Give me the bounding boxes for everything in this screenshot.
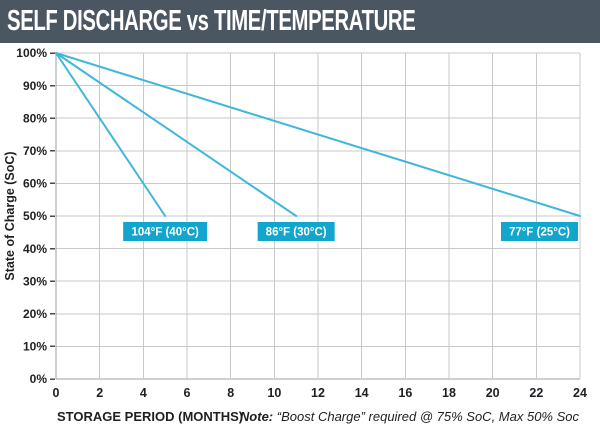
x-tick-label: 12 [311,386,325,400]
page-title: SELF DISCHARGE vs TIME/TEMPERATURE [7,5,416,37]
series-line [55,52,298,217]
chart-area: 0% 10% 20% 30% 40% 50% 60% 70% 80% 90% 100% 0 2 4 6 8 10… [0,43,600,435]
y-tick-label: 90% [23,79,47,93]
x-tick-label: 10 [267,386,281,400]
x-tick-label: 4 [140,386,147,400]
series-label-text: 77°F (25°C) [509,227,570,239]
x-tick-label: 22 [529,386,543,400]
y-tick-label: 40% [23,242,47,256]
series-label-text: 104°F (40°C) [131,227,199,239]
chart-note: Note: “Boost Charge” required @ 75% SoC,… [240,409,580,424]
y-tick-label: 0% [30,372,48,386]
y-tick-label: 30% [23,274,47,288]
series-label-box [123,222,208,241]
x-tick-label: 16 [398,386,412,400]
x-tick-label: 24 [573,386,587,400]
x-tick-label: 2 [96,386,103,400]
x-tick-label: 20 [486,386,500,400]
x-tick-label: 18 [442,386,456,400]
x-tick-label: 6 [184,386,191,400]
y-tick-label: 50% [23,209,47,223]
series-label-box [501,222,578,241]
y-axis-title: State of Charge (SoC) [3,151,17,280]
chart-svg: 0%10%20%30%40%50%60%70%80%90%100%0 2 4 6 8 10… [3,46,587,424]
y-tick-label: 60% [23,177,47,191]
series-label-box [257,222,335,241]
x-tick-label: 8 [227,386,234,400]
x-tick-label: 14 [355,386,369,400]
y-tick-label: 10% [23,340,47,354]
x-tick-label: 0 [53,386,60,400]
x-axis-title: STORAGE PERIOD (MONTHS) [57,409,243,424]
y-tick-label: 80% [23,111,47,125]
series-line [55,52,167,217]
chart-note-text: “Boost Charge” required @ 75% SoC, Max 5… [277,409,580,424]
header-bar: SELF DISCHARGE vs TIME/TEMPERATURE [0,0,600,43]
series-label-text: 86°F (30°C) [266,227,327,239]
y-tick-label: 100% [16,46,47,60]
y-tick-label: 20% [23,307,47,321]
chart-note-label: Note: [240,409,277,424]
y-tick-label: 70% [23,144,47,158]
series-line [55,52,581,217]
